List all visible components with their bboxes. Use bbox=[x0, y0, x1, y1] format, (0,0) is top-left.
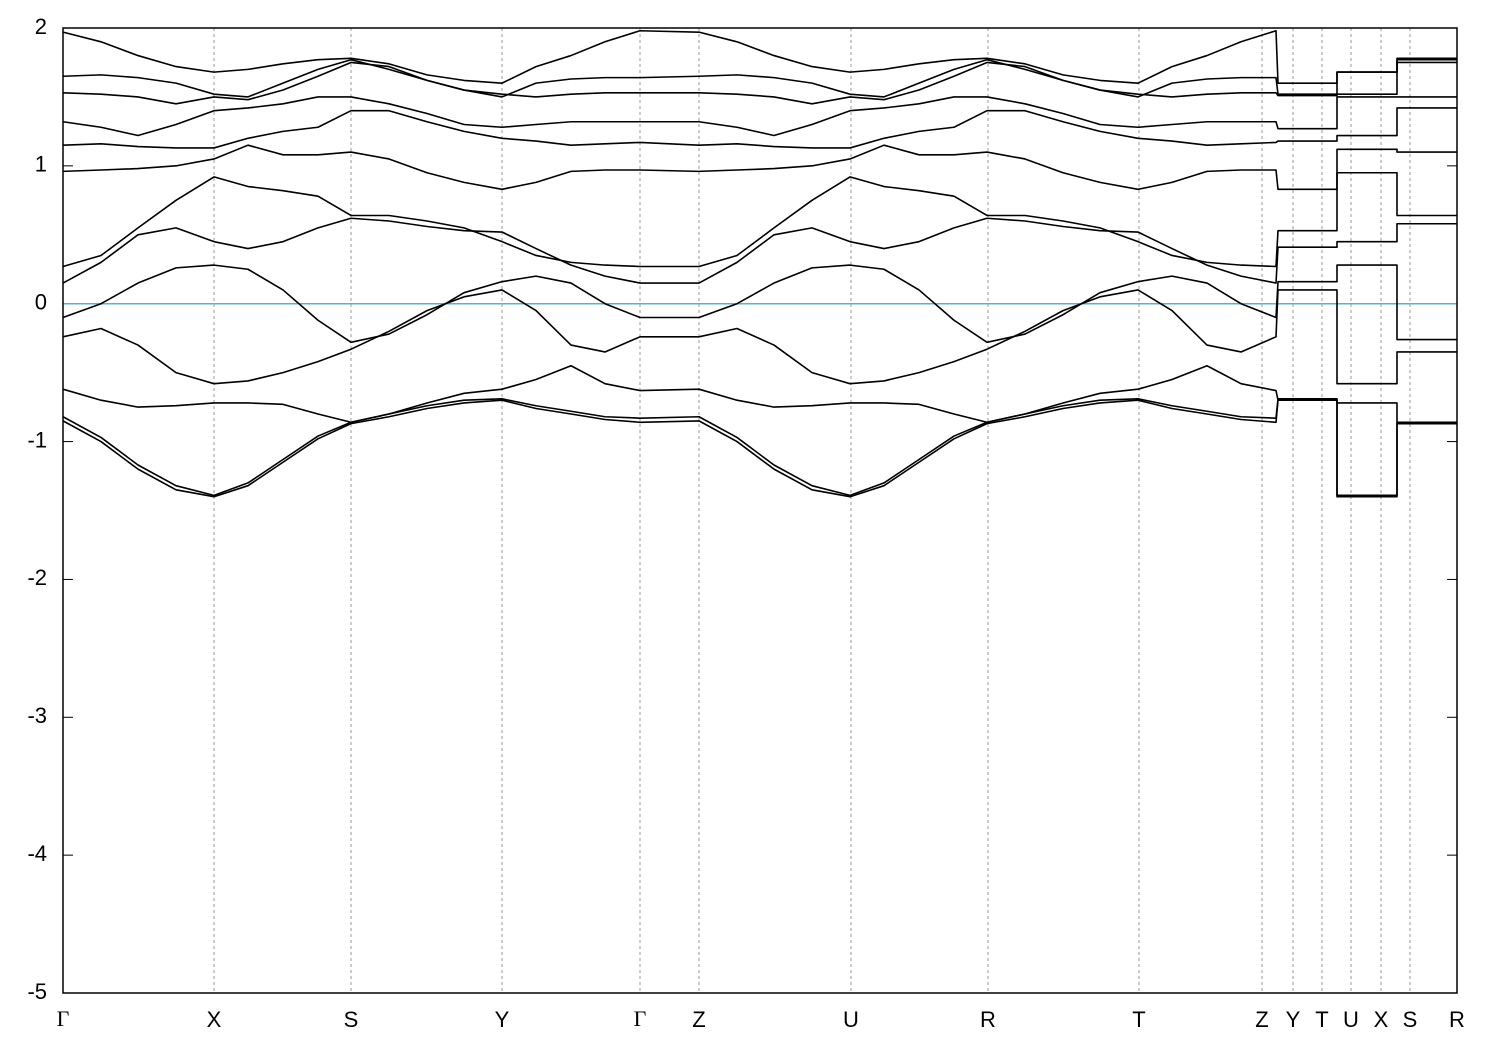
x-tick-label: S bbox=[344, 1007, 359, 1032]
band-line bbox=[62, 171, 1457, 268]
x-tick-label: Γ bbox=[57, 1006, 70, 1031]
x-tick-label: Z bbox=[692, 1007, 705, 1032]
plot-frame bbox=[62, 27, 1458, 994]
x-tick-label: Y bbox=[1286, 1007, 1301, 1032]
y-tick-label: -2 bbox=[27, 565, 47, 590]
y-tick-label: -4 bbox=[27, 841, 47, 866]
x-tick-label: T bbox=[1132, 1007, 1145, 1032]
x-tick-label: U bbox=[1343, 1007, 1359, 1032]
x-tick-label: U bbox=[843, 1007, 859, 1032]
x-tick-label: Γ bbox=[634, 1006, 647, 1031]
x-tick-label: T bbox=[1315, 1007, 1328, 1032]
band-line bbox=[62, 398, 1457, 497]
band-line bbox=[62, 29, 1457, 84]
y-tick-label: 1 bbox=[35, 152, 47, 177]
band-line bbox=[62, 364, 1457, 424]
x-tick-label: R bbox=[980, 1007, 996, 1032]
x-tick-label: X bbox=[1374, 1007, 1389, 1032]
y-tick-label: 2 bbox=[35, 14, 47, 39]
x-tick-label: R bbox=[1449, 1007, 1465, 1032]
x-tick-label: Z bbox=[1255, 1007, 1268, 1032]
y-tick-label: -3 bbox=[27, 703, 47, 728]
band-line bbox=[62, 96, 1457, 137]
band-line bbox=[62, 61, 1457, 105]
x-tick-label: Y bbox=[495, 1007, 510, 1032]
y-tick-label: 0 bbox=[35, 290, 47, 315]
band-line bbox=[62, 399, 1457, 498]
y-tick-label: -1 bbox=[27, 427, 47, 452]
band-line bbox=[62, 144, 1457, 191]
band-line bbox=[62, 217, 1457, 284]
x-tick-label: X bbox=[207, 1007, 222, 1032]
x-tick-label: S bbox=[1403, 1007, 1418, 1032]
band-line bbox=[62, 58, 1457, 98]
band-line bbox=[62, 264, 1457, 344]
band-line bbox=[62, 289, 1457, 385]
y-tick-label: -5 bbox=[27, 979, 47, 1004]
band-line bbox=[62, 107, 1457, 149]
